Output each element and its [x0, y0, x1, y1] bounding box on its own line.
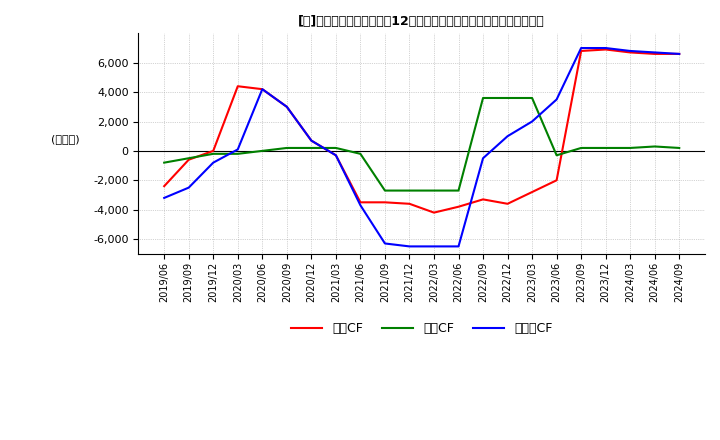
営業CF — [454, 204, 463, 209]
営業CF — [675, 51, 683, 57]
営業CF — [209, 148, 217, 154]
投賃CF — [307, 145, 315, 150]
営業CF — [356, 200, 365, 205]
フリーCF — [430, 244, 438, 249]
投賃CF — [282, 145, 291, 150]
Line: 投賃CF: 投賃CF — [164, 98, 679, 191]
投賃CF — [650, 144, 659, 149]
投賃CF — [552, 153, 561, 158]
投賃CF — [405, 188, 414, 193]
フリーCF — [184, 185, 193, 190]
投賃CF — [381, 188, 390, 193]
フリーCF — [331, 153, 340, 158]
営業CF — [184, 157, 193, 162]
フリーCF — [160, 195, 168, 201]
フリーCF — [356, 203, 365, 208]
フリーCF — [233, 147, 242, 152]
投賃CF — [209, 151, 217, 157]
投賃CF — [479, 95, 487, 101]
営業CF — [650, 51, 659, 57]
投賃CF — [601, 145, 610, 150]
営業CF — [233, 84, 242, 89]
投賃CF — [503, 95, 512, 101]
投賃CF — [233, 151, 242, 157]
フリーCF — [454, 244, 463, 249]
営業CF — [258, 87, 266, 92]
営業CF — [282, 104, 291, 110]
フリーCF — [601, 45, 610, 51]
Line: 営業CF: 営業CF — [164, 49, 679, 213]
営業CF — [552, 178, 561, 183]
営業CF — [528, 189, 536, 194]
フリーCF — [675, 51, 683, 57]
投賃CF — [258, 148, 266, 154]
フリーCF — [282, 104, 291, 110]
営業CF — [307, 138, 315, 143]
営業CF — [577, 48, 585, 54]
フリーCF — [479, 156, 487, 161]
Title: [甐]　キャッシュフローの12か月移動合計の対前年同期増減額の推移: [甐] キャッシュフローの12か月移動合計の対前年同期増減額の推移 — [298, 15, 545, 28]
投賃CF — [160, 160, 168, 165]
投賃CF — [430, 188, 438, 193]
投賃CF — [331, 145, 340, 150]
営業CF — [160, 183, 168, 189]
投賃CF — [184, 156, 193, 161]
投賃CF — [454, 188, 463, 193]
投賃CF — [626, 145, 634, 150]
フリーCF — [577, 45, 585, 51]
フリーCF — [626, 48, 634, 54]
フリーCF — [552, 97, 561, 102]
営業CF — [479, 197, 487, 202]
投賃CF — [675, 145, 683, 150]
Legend: 営業CF, 投賃CF, フリーCF: 営業CF, 投賃CF, フリーCF — [286, 317, 557, 340]
営業CF — [381, 200, 390, 205]
投賃CF — [528, 95, 536, 101]
フリーCF — [307, 138, 315, 143]
投賃CF — [356, 151, 365, 157]
Line: フリーCF: フリーCF — [164, 48, 679, 246]
フリーCF — [503, 134, 512, 139]
フリーCF — [381, 241, 390, 246]
営業CF — [430, 210, 438, 215]
フリーCF — [528, 119, 536, 124]
営業CF — [503, 201, 512, 206]
営業CF — [601, 47, 610, 52]
営業CF — [626, 50, 634, 55]
フリーCF — [650, 50, 659, 55]
フリーCF — [405, 244, 414, 249]
営業CF — [405, 201, 414, 206]
フリーCF — [258, 87, 266, 92]
Y-axis label: (百万円): (百万円) — [51, 134, 80, 143]
フリーCF — [209, 160, 217, 165]
営業CF — [331, 153, 340, 158]
投賃CF — [577, 145, 585, 150]
